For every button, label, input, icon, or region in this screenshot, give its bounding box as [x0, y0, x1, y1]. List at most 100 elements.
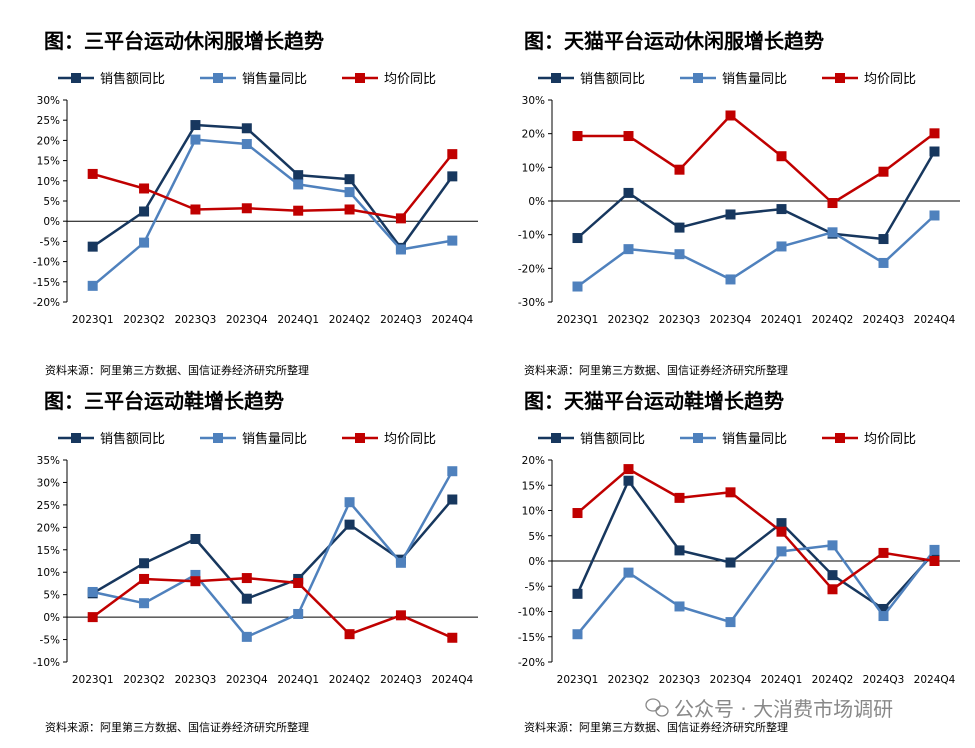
- x-tick-label: 2024Q2: [812, 314, 854, 326]
- data-point: [776, 151, 787, 162]
- data-point: [395, 244, 406, 255]
- x-tick-label: 2023Q3: [659, 314, 701, 326]
- data-point: [827, 570, 838, 581]
- data-point: [344, 497, 355, 508]
- y-tick-label: 30%: [37, 477, 60, 489]
- data-point: [87, 586, 98, 597]
- legend-swatch-marker: [71, 73, 81, 83]
- y-tick-label: -10%: [33, 657, 60, 669]
- watermark: 公众号 · 大消费市场调研: [645, 697, 893, 721]
- legend-label: 销售额同比: [580, 71, 645, 87]
- source-note-4: 资料来源：阿里第三方数据、国信证券经济研究所整理: [524, 720, 788, 734]
- data-point: [447, 149, 458, 160]
- data-point: [572, 131, 583, 142]
- data-point: [725, 557, 736, 568]
- x-tick-label: 2023Q4: [710, 674, 752, 686]
- y-tick-label: -15%: [518, 632, 545, 644]
- data-point: [623, 464, 634, 475]
- y-tick-label: 5%: [43, 590, 60, 602]
- data-point: [395, 557, 406, 568]
- legend-label: 销售额同比: [580, 431, 645, 447]
- legend-item: 销售额同比: [58, 431, 165, 447]
- legend-item: 销售额同比: [58, 71, 165, 87]
- data-point: [623, 131, 634, 142]
- data-point: [447, 494, 458, 505]
- data-point: [139, 573, 150, 584]
- data-point: [878, 234, 889, 245]
- legend: 销售额同比 销售量同比 均价同比: [58, 431, 436, 447]
- legend-label: 销售量同比: [242, 71, 307, 87]
- data-point: [139, 558, 150, 569]
- x-tick-label: 2023Q2: [608, 674, 650, 686]
- series-1: [572, 146, 940, 245]
- legend-item: 销售额同比: [538, 431, 645, 447]
- data-point: [776, 546, 787, 557]
- series-2: [87, 466, 458, 642]
- data-point: [929, 556, 940, 566]
- series-2: [572, 540, 940, 640]
- series-3: [87, 573, 458, 643]
- y-tick-label: 20%: [522, 455, 545, 467]
- legend-item: 销售量同比: [200, 431, 307, 447]
- data-point: [139, 598, 150, 609]
- y-axis: -10% -5% 0% 5% 10% 15% 20% 25% 30% 35%: [33, 455, 68, 669]
- y-tick-label: 35%: [37, 455, 60, 467]
- series-3: [572, 464, 940, 595]
- data-point: [725, 209, 736, 220]
- data-point: [827, 584, 838, 595]
- data-point: [241, 203, 252, 214]
- legend-label: 销售量同比: [722, 71, 787, 87]
- data-point: [190, 534, 201, 545]
- data-point: [674, 601, 685, 612]
- legend-swatch-marker: [355, 73, 365, 83]
- data-point: [929, 544, 940, 555]
- y-tick-label: 0%: [43, 612, 60, 624]
- legend: 销售额同比 销售量同比 均价同比: [538, 71, 916, 87]
- wechat-icon: [645, 698, 669, 717]
- data-point: [725, 110, 736, 121]
- chart-title: 图：天猫平台运动休闲服增长趋势: [524, 29, 824, 53]
- series-line: [576, 544, 936, 635]
- x-tick-label: 2024Q3: [380, 314, 422, 326]
- y-tick-label: 20%: [37, 135, 60, 147]
- data-point: [776, 241, 787, 252]
- x-axis: 2023Q1 2023Q2 2023Q3 2023Q4 2024Q1 2024Q2 2024…: [72, 674, 474, 686]
- x-tick-label: 2023Q1: [557, 674, 599, 686]
- data-point: [623, 475, 634, 486]
- data-point: [241, 123, 252, 134]
- data-point: [139, 206, 150, 217]
- legend-item: 销售量同比: [200, 71, 307, 87]
- x-tick-label: 2024Q1: [761, 314, 803, 326]
- data-point: [241, 573, 252, 584]
- data-point: [572, 508, 583, 519]
- y-axis: -20% -15% -10% -5% 0% 5% 10% 15% 20% 25% 30%: [33, 95, 68, 309]
- y-tick-label: 10%: [522, 506, 545, 518]
- x-tick-label: 2023Q2: [608, 314, 650, 326]
- series-line: [576, 479, 936, 611]
- data-point: [623, 244, 634, 255]
- x-tick-label: 2023Q1: [557, 314, 599, 326]
- x-tick-label: 2023Q3: [175, 314, 217, 326]
- data-point: [572, 629, 583, 640]
- series-2: [572, 210, 940, 292]
- data-point: [87, 168, 98, 179]
- chart-title: 图：天猫平台运动鞋增长趋势: [524, 389, 784, 413]
- x-tick-label: 2024Q1: [761, 674, 803, 686]
- y-tick-label: 0%: [528, 196, 545, 208]
- legend-swatch-marker: [835, 73, 845, 83]
- data-point: [674, 492, 685, 503]
- legend-swatch-marker: [835, 433, 845, 443]
- series-1: [87, 494, 458, 604]
- data-point: [190, 569, 201, 580]
- data-point: [293, 170, 304, 181]
- legend-item: 均价同比: [342, 432, 436, 447]
- x-tick-label: 2024Q4: [914, 314, 956, 326]
- data-point: [241, 139, 252, 150]
- y-tick-label: -20%: [518, 657, 545, 669]
- legend-label: 销售量同比: [242, 431, 307, 447]
- x-tick-label: 2024Q2: [329, 314, 371, 326]
- data-point: [344, 629, 355, 640]
- data-point: [572, 588, 583, 599]
